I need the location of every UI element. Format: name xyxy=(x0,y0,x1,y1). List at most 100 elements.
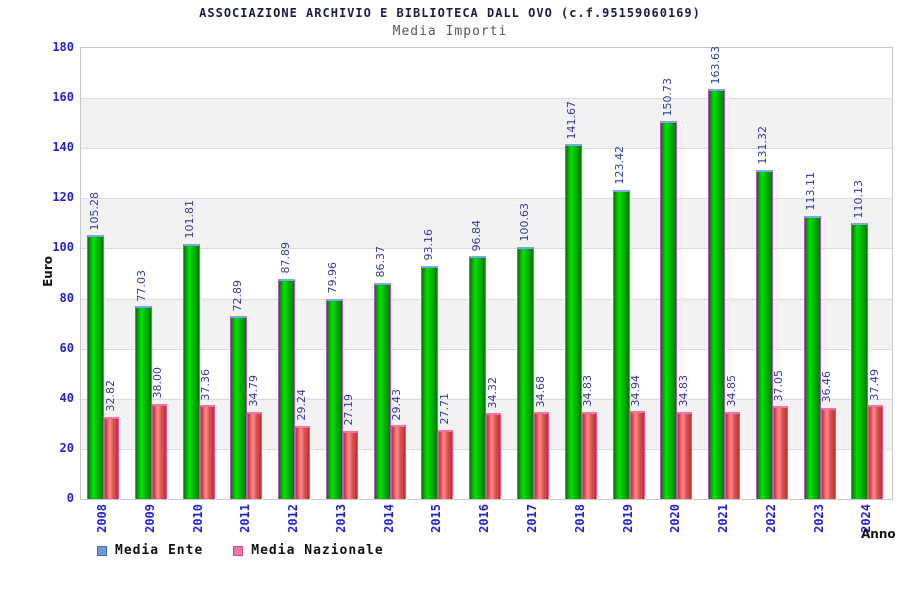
bar-naz-2009 xyxy=(151,403,167,499)
value-label-ente-2009: 77.03 xyxy=(135,269,149,302)
y-tick-0: 0 xyxy=(66,491,74,505)
x-tick-2008: 2008 xyxy=(95,504,109,533)
legend-item-ente: Media Ente xyxy=(97,543,203,558)
value-label-ente-2023: 113.11 xyxy=(804,172,818,211)
bar-naz-2012 xyxy=(295,425,311,499)
x-tick-2016: 2016 xyxy=(477,504,492,533)
bar-ente-2010 xyxy=(182,243,200,499)
value-label-naz-2020: 34.83 xyxy=(676,375,690,407)
x-tick-2023: 2023 xyxy=(811,504,826,533)
x-tick-2020: 2020 xyxy=(668,504,683,533)
y-axis-title: Euro xyxy=(41,256,55,287)
bar-ente-2013 xyxy=(325,298,343,499)
gridline-120 xyxy=(81,198,892,200)
bar-ente-2019 xyxy=(612,189,630,499)
bar-ente-2022 xyxy=(755,169,773,499)
bar-ente-2017 xyxy=(517,246,535,499)
value-label-ente-2018: 141.67 xyxy=(565,100,579,140)
value-label-naz-2016: 34.32 xyxy=(485,376,499,409)
bar-ente-2020 xyxy=(660,121,678,499)
bar-naz-2010 xyxy=(199,405,215,499)
x-tick-2014: 2014 xyxy=(381,504,396,533)
value-label-naz-2008: 32.82 xyxy=(103,380,117,412)
value-label-ente-2021: 163.63 xyxy=(708,45,722,85)
y-tick-40: 40 xyxy=(59,390,74,405)
bar-naz-2008 xyxy=(104,416,119,499)
gridline-140 xyxy=(81,148,892,150)
bar-ente-2011 xyxy=(230,316,248,499)
value-label-ente-2013: 79.96 xyxy=(326,262,340,294)
legend-label-naz: Media Nazionale xyxy=(251,543,384,558)
value-label-ente-2022: 131.32 xyxy=(756,126,770,165)
value-label-naz-2009: 38.00 xyxy=(151,367,165,399)
y-tick-20: 20 xyxy=(59,440,74,455)
value-label-naz-2018: 34.83 xyxy=(581,375,595,407)
bar-naz-2016 xyxy=(486,413,502,499)
value-label-ente-2012: 87.89 xyxy=(278,242,292,274)
y-tick-120: 120 xyxy=(52,190,74,205)
legend-swatch-naz xyxy=(233,545,244,556)
bar-ente-2009 xyxy=(134,306,152,499)
value-label-naz-2011: 34.79 xyxy=(246,375,260,407)
bar-naz-2015 xyxy=(438,429,454,499)
x-tick-2018: 2018 xyxy=(572,504,587,533)
value-label-ente-2016: 96.84 xyxy=(469,219,483,252)
y-tick-160: 160 xyxy=(52,90,74,105)
legend-label-ente: Media Ente xyxy=(115,543,204,558)
value-label-naz-2017: 34.68 xyxy=(533,375,547,408)
gridline-160 xyxy=(81,98,892,100)
value-label-ente-2011: 72.89 xyxy=(230,279,244,312)
value-label-naz-2015: 27.71 xyxy=(437,393,451,425)
value-label-ente-2024: 110.13 xyxy=(851,179,865,219)
x-tick-2019: 2019 xyxy=(620,504,635,533)
x-tick-2012: 2012 xyxy=(286,504,301,533)
value-label-ente-2014: 86.37 xyxy=(374,246,388,278)
value-label-naz-2019: 34.94 xyxy=(629,374,643,407)
bar-naz-2020 xyxy=(677,411,693,499)
y-tick-100: 100 xyxy=(52,240,74,255)
gridline-100 xyxy=(81,248,892,250)
bar-ente-2014 xyxy=(373,282,391,499)
x-tick-2022: 2022 xyxy=(763,504,778,533)
value-label-naz-2012: 29.24 xyxy=(294,389,308,421)
legend-item-naz: Media Nazionale xyxy=(233,543,383,558)
bar-naz-2022 xyxy=(772,406,788,499)
bar-naz-2019 xyxy=(629,411,645,499)
x-tick-2011: 2011 xyxy=(238,504,253,533)
bar-ente-2015 xyxy=(421,265,439,499)
legend: Media Ente Media Nazionale xyxy=(97,543,406,558)
bar-ente-2018 xyxy=(564,144,582,499)
x-tick-2013: 2013 xyxy=(333,504,348,533)
x-axis-title: Anno xyxy=(861,527,896,541)
bar-ente-2023 xyxy=(803,215,821,499)
gridline-40 xyxy=(81,398,892,400)
bar-naz-2024 xyxy=(868,405,884,499)
x-tick-2010: 2010 xyxy=(190,504,205,533)
bar-ente-2021 xyxy=(708,89,726,499)
value-label-naz-2024: 37.49 xyxy=(867,368,881,401)
y-tick-60: 60 xyxy=(59,340,74,355)
x-tick-2009: 2009 xyxy=(142,504,157,533)
bar-naz-2014 xyxy=(390,425,406,499)
value-label-naz-2023: 36.46 xyxy=(820,371,834,403)
bar-naz-2011 xyxy=(247,411,263,499)
bar-ente-2012 xyxy=(278,278,296,499)
legend-swatch-ente xyxy=(97,545,107,556)
chart-title: ASSOCIAZIONE ARCHIVIO E BIBLIOTECA DALL … xyxy=(199,6,701,20)
value-label-naz-2022: 37.05 xyxy=(772,369,786,402)
value-label-ente-2017: 100.63 xyxy=(517,203,531,242)
bar-naz-2021 xyxy=(725,411,741,499)
value-label-ente-2008: 105.28 xyxy=(87,191,101,231)
chart-subtitle: Media Importi xyxy=(392,24,508,39)
value-label-naz-2010: 37.36 xyxy=(199,368,213,401)
value-label-naz-2014: 29.43 xyxy=(390,388,404,421)
bar-ente-2024 xyxy=(851,223,869,499)
value-label-naz-2013: 27.19 xyxy=(342,394,356,426)
x-tick-2021: 2021 xyxy=(716,504,731,533)
gridline-60 xyxy=(81,348,892,350)
bar-naz-2023 xyxy=(820,407,836,499)
x-tick-2017: 2017 xyxy=(525,504,540,533)
y-tick-140: 140 xyxy=(52,140,74,155)
value-label-ente-2019: 123.42 xyxy=(613,146,627,185)
